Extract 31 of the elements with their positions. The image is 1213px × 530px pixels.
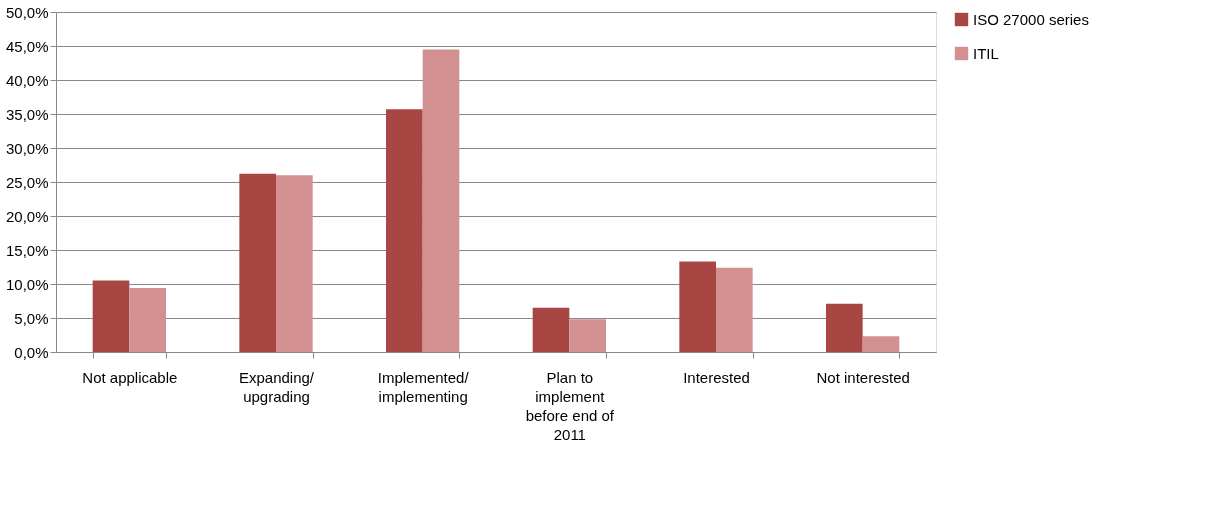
bar — [129, 288, 166, 352]
y-tick-label: 15,0% — [5, 241, 49, 259]
bar — [422, 49, 460, 352]
x-tick-label: Implemented/ implementing — [377, 368, 470, 405]
y-tick-label: 40,0% — [5, 71, 49, 89]
y-tick-label: 35,0% — [5, 105, 49, 123]
y-tick-label: 10,0% — [5, 275, 49, 293]
y-tick-label: 0,0% — [14, 343, 49, 361]
y-tick-label: 30,0% — [5, 139, 49, 157]
y-tick-label: 20,0% — [5, 207, 49, 225]
bar — [862, 336, 900, 352]
y-tick-label: 5,0% — [14, 309, 49, 327]
bar — [826, 303, 863, 352]
bar — [532, 307, 570, 352]
bar — [386, 109, 423, 352]
bar — [679, 261, 716, 352]
bar — [276, 175, 313, 352]
x-tick-label: Plan to implement before end of 2011 — [525, 368, 615, 443]
legend-label: ISO 27000 series — [973, 10, 1089, 28]
bar — [716, 267, 753, 352]
y-tick-label: 50,0% — [5, 3, 49, 21]
y-tick-label: 45,0% — [5, 37, 49, 55]
bar — [239, 173, 276, 352]
x-tick-label: Interested — [683, 368, 750, 386]
x-tick-label: Not applicable — [82, 368, 178, 386]
x-tick-label: Not interested — [816, 368, 910, 386]
y-tick-label: 25,0% — [5, 173, 49, 191]
x-tick-label: Expanding/ upgrading — [238, 368, 315, 405]
legend-label: ITIL — [973, 44, 999, 62]
bar — [92, 280, 130, 352]
bar — [569, 319, 606, 352]
